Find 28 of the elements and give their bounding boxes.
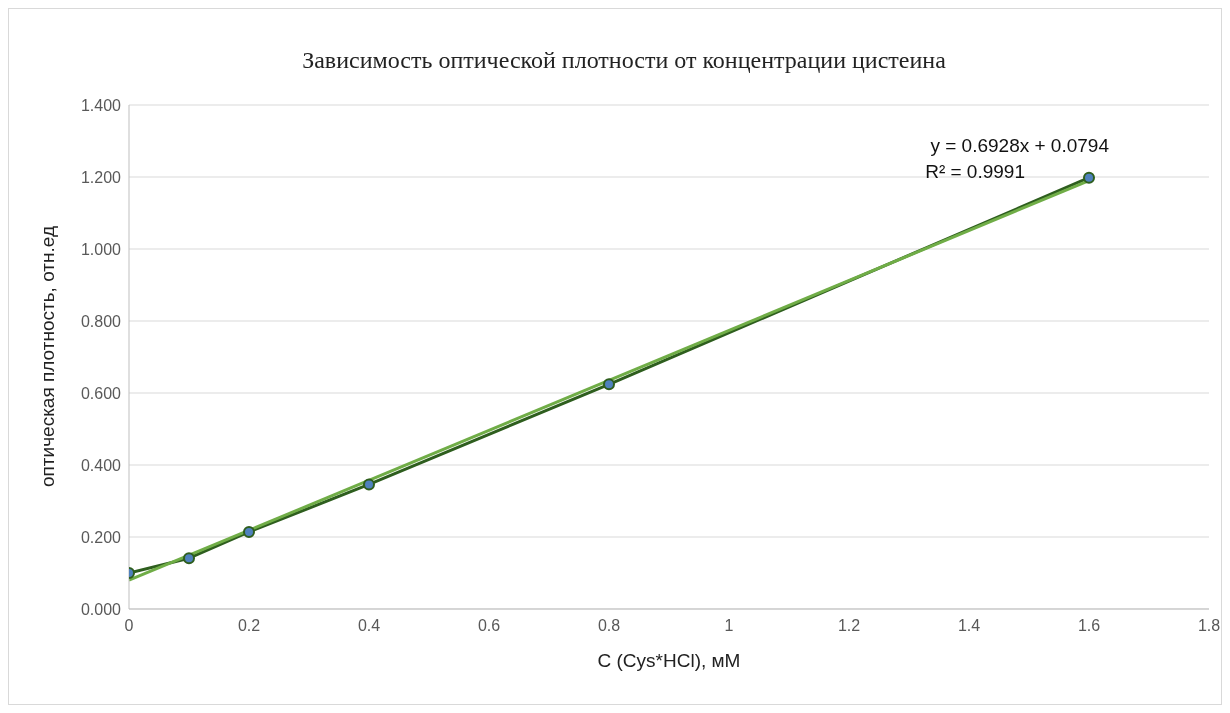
y-tick-label: 0.000: [80, 600, 122, 618]
y-tick-label: 1.200: [80, 168, 122, 186]
y-tick-label: 0.400: [80, 456, 122, 474]
point: [183, 552, 195, 565]
annotation: y = 0.6928x + 0.0794: [930, 135, 1109, 157]
x-tick-label: 1.4: [957, 617, 981, 634]
y-tick-label: 1.400: [80, 96, 122, 114]
y-axis-title: оптическая плотность, отн.ед: [36, 225, 58, 487]
chart-title: Зависимость оптической плотности от концентрации цистеина: [301, 47, 947, 74]
x-tick-label: 0.8: [597, 617, 621, 634]
x-tick-label: 1.2: [837, 617, 861, 634]
y-tick-label: 0.200: [80, 528, 122, 546]
point: [603, 378, 615, 391]
x-tick-label: 0.2: [237, 617, 261, 634]
y-tick-label: 0.800: [80, 312, 122, 330]
annotation: R² = 0.9991: [925, 161, 1025, 183]
x-tick-label: 0.4: [357, 617, 381, 634]
x-tick-label: 1: [724, 617, 734, 634]
y-tick-label: 0.600: [80, 384, 122, 402]
point: [243, 525, 255, 538]
x-axis-title: C (Cys*HCl), мМ: [597, 650, 741, 671]
x-tick-label: 0.6: [477, 617, 501, 634]
x-tick-label: 0: [124, 617, 134, 634]
y-tick-label: 1.000: [80, 240, 122, 258]
x-tick-label: 1.8: [1197, 617, 1221, 634]
point: [1083, 171, 1095, 184]
point: [363, 478, 375, 491]
x-tick-label: 1.6: [1077, 617, 1101, 634]
